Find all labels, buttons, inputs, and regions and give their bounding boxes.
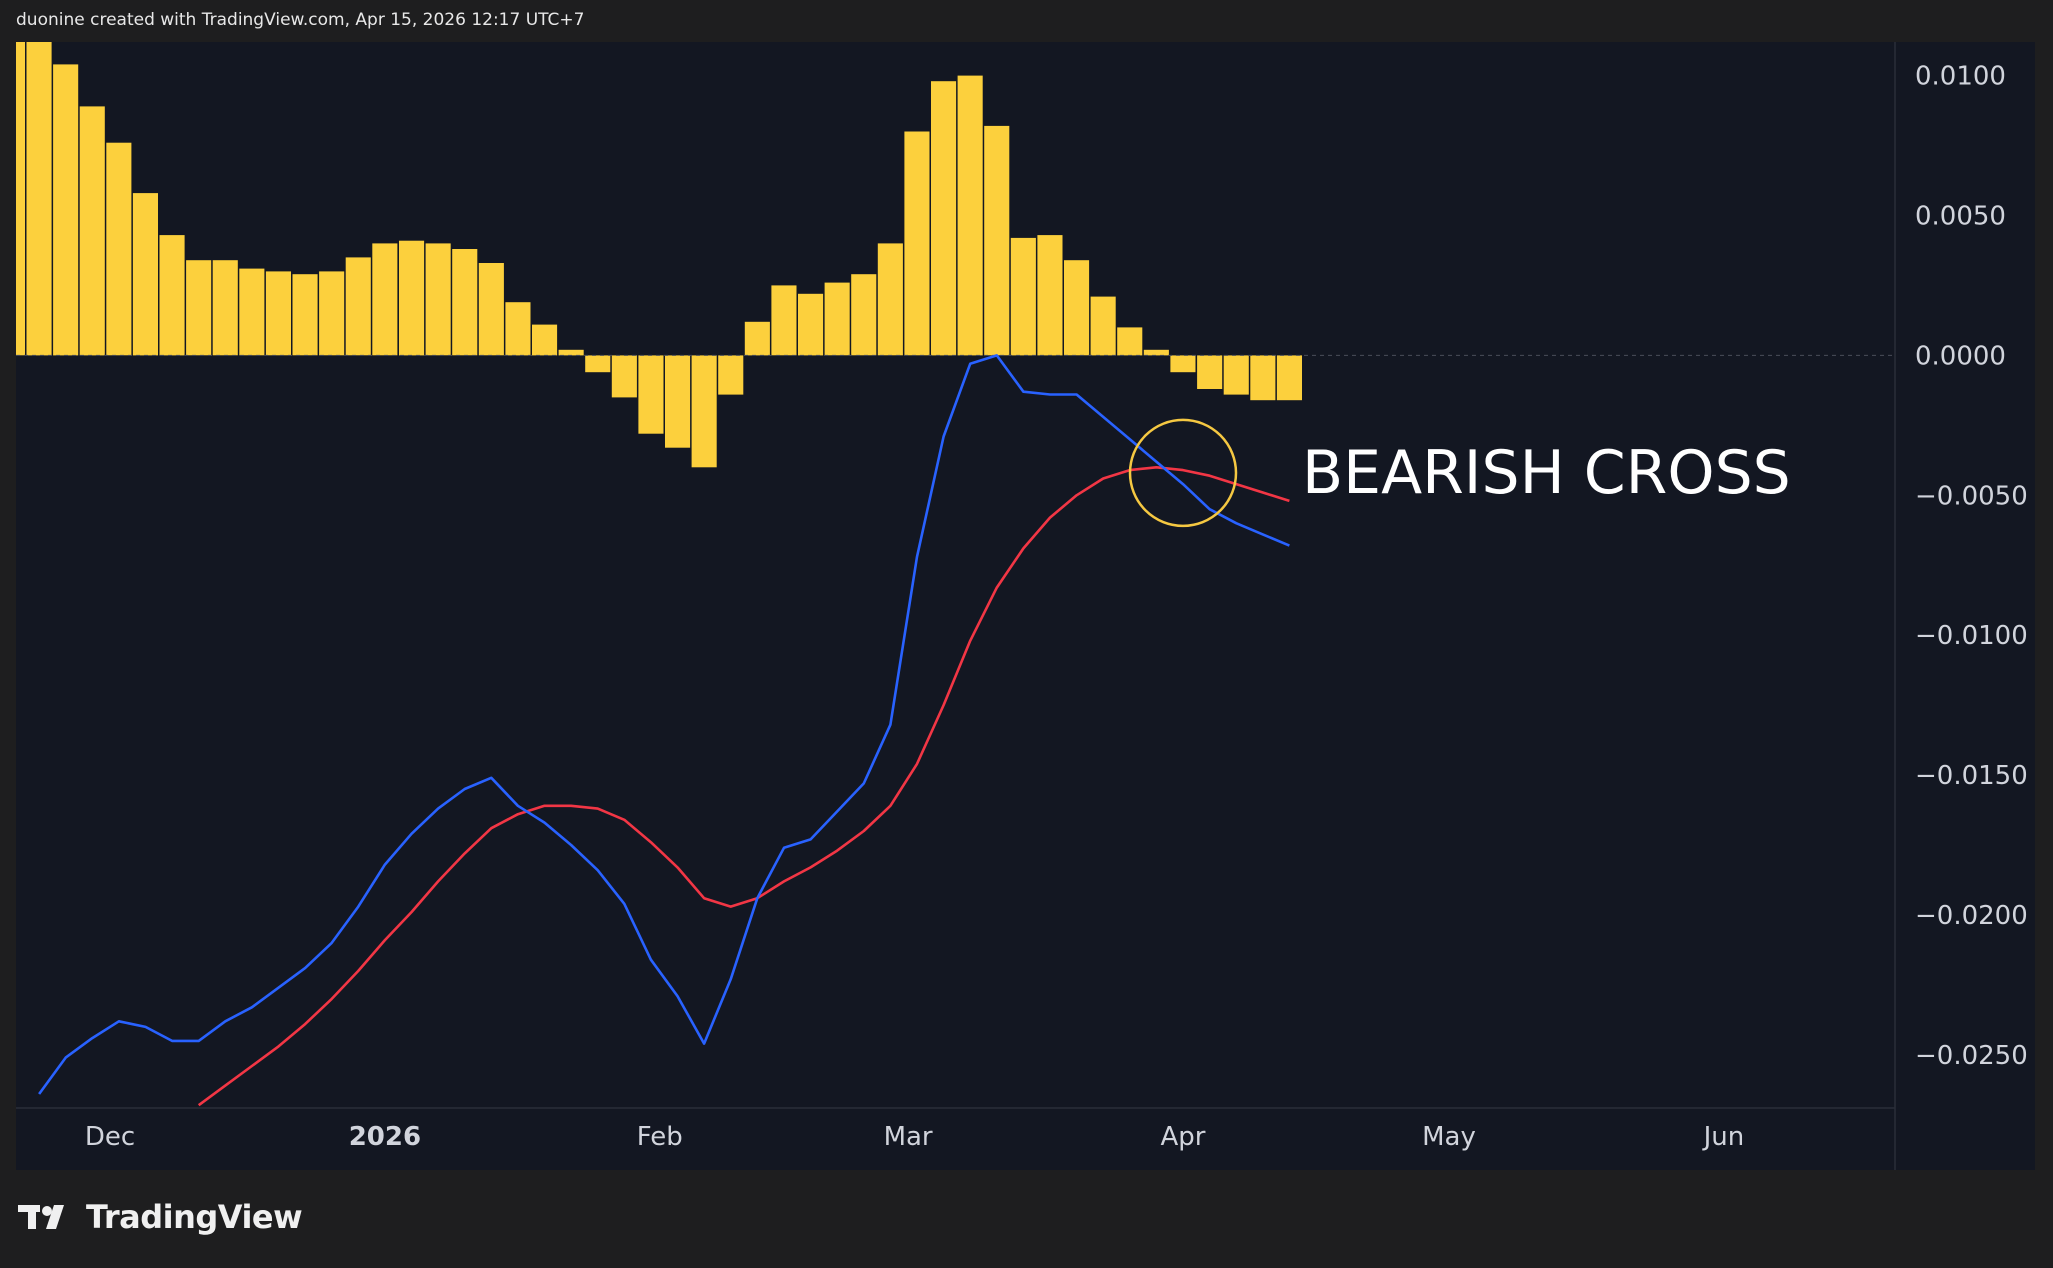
histogram-bar: [611, 355, 637, 398]
histogram-bar: [425, 243, 451, 356]
chart-attribution: duonine created with TradingView.com, Ap…: [16, 10, 585, 30]
histogram-bar: [1170, 355, 1196, 373]
histogram-bar: [532, 324, 558, 356]
histogram-bar: [478, 263, 504, 356]
tradingview-wordmark: TradingView: [86, 1198, 303, 1236]
histogram-bar: [505, 302, 531, 356]
histogram-bar: [851, 274, 877, 356]
x-tick-label: 2026: [349, 1122, 421, 1152]
y-axis-ticks: 0.0100 0.0050 0.0000 −0.0050 −0.0100 −0.0150 −…: [1915, 62, 2028, 1071]
histogram-bar: [1250, 355, 1276, 401]
histogram-bar: [186, 260, 212, 356]
histogram-bar: [372, 243, 398, 356]
histogram-bar: [1143, 349, 1169, 356]
histogram-bar: [1223, 355, 1249, 395]
histogram-bar: [106, 142, 132, 356]
x-tick-label: Jun: [1702, 1122, 1745, 1152]
y-tick-label: −0.0100: [1915, 621, 2028, 651]
histogram-bar: [79, 106, 105, 356]
bearish-cross-circle: [1128, 418, 1238, 528]
histogram-bar: [292, 274, 318, 356]
histogram-bar: [691, 355, 717, 468]
histogram-bar: [718, 355, 744, 395]
histogram-bar: [212, 260, 238, 356]
histogram-bar: [26, 42, 52, 356]
histogram-bar: [877, 243, 903, 356]
bearish-cross-label: BEARISH CROSS: [1302, 438, 1791, 508]
histogram-bar: [399, 240, 425, 356]
histogram-bar: [239, 268, 265, 356]
histogram-bar: [1037, 235, 1063, 356]
histogram-bar: [1276, 355, 1302, 401]
y-tick-label: −0.0200: [1915, 901, 2028, 931]
histogram-bar: [665, 355, 691, 448]
histogram-bar: [824, 282, 850, 356]
histogram-bar: [585, 355, 611, 373]
histogram-bars: [16, 42, 1302, 468]
histogram-bar: [1010, 237, 1036, 356]
x-tick-label: Feb: [637, 1122, 683, 1152]
histogram-bar: [159, 235, 185, 356]
y-tick-label: −0.0050: [1915, 481, 2028, 511]
histogram-bar: [265, 271, 291, 356]
tradingview-logo-icon: [18, 1205, 64, 1229]
x-tick-label: May: [1422, 1122, 1476, 1152]
histogram-bar: [798, 293, 824, 356]
histogram-bar: [319, 271, 345, 356]
histogram-bar: [638, 355, 664, 434]
histogram-bar: [1090, 296, 1116, 356]
histogram-bar: [904, 131, 930, 356]
histogram-bar: [558, 349, 584, 356]
x-tick-label: Dec: [85, 1122, 135, 1152]
y-tick-label: 0.0000: [1915, 341, 2006, 371]
histogram-bar: [1117, 327, 1143, 356]
histogram-bar: [931, 81, 957, 356]
histogram-bar: [53, 64, 79, 356]
histogram-bar: [1197, 355, 1223, 389]
time-scale[interactable]: [16, 1108, 2035, 1170]
y-tick-label: −0.0150: [1915, 761, 2028, 791]
price-scale[interactable]: [1895, 42, 2035, 1108]
x-tick-label: Apr: [1161, 1122, 1206, 1152]
histogram-bar: [452, 249, 478, 356]
histogram-bar: [132, 193, 158, 356]
histogram-bar: [1064, 260, 1090, 356]
tradingview-logo[interactable]: TradingView: [18, 1198, 303, 1236]
y-tick-label: 0.0100: [1915, 62, 2006, 92]
histogram-bar: [984, 125, 1010, 356]
annotations: BEARISH CROSS: [1128, 418, 1791, 528]
macd-line: [38, 354, 1290, 1095]
signal-line: [197, 466, 1290, 1107]
histogram-bar: [744, 321, 770, 356]
histogram-bar: [957, 75, 983, 356]
histogram-bar: [345, 257, 371, 356]
histogram-bar: [16, 42, 26, 356]
x-tick-label: Mar: [884, 1122, 933, 1152]
y-tick-label: −0.0250: [1915, 1041, 2028, 1071]
y-tick-label: 0.0050: [1915, 202, 2006, 232]
x-axis-ticks: Dec 2026 Feb Mar Apr May Jun: [85, 1122, 1744, 1152]
histogram-bar: [771, 285, 797, 356]
